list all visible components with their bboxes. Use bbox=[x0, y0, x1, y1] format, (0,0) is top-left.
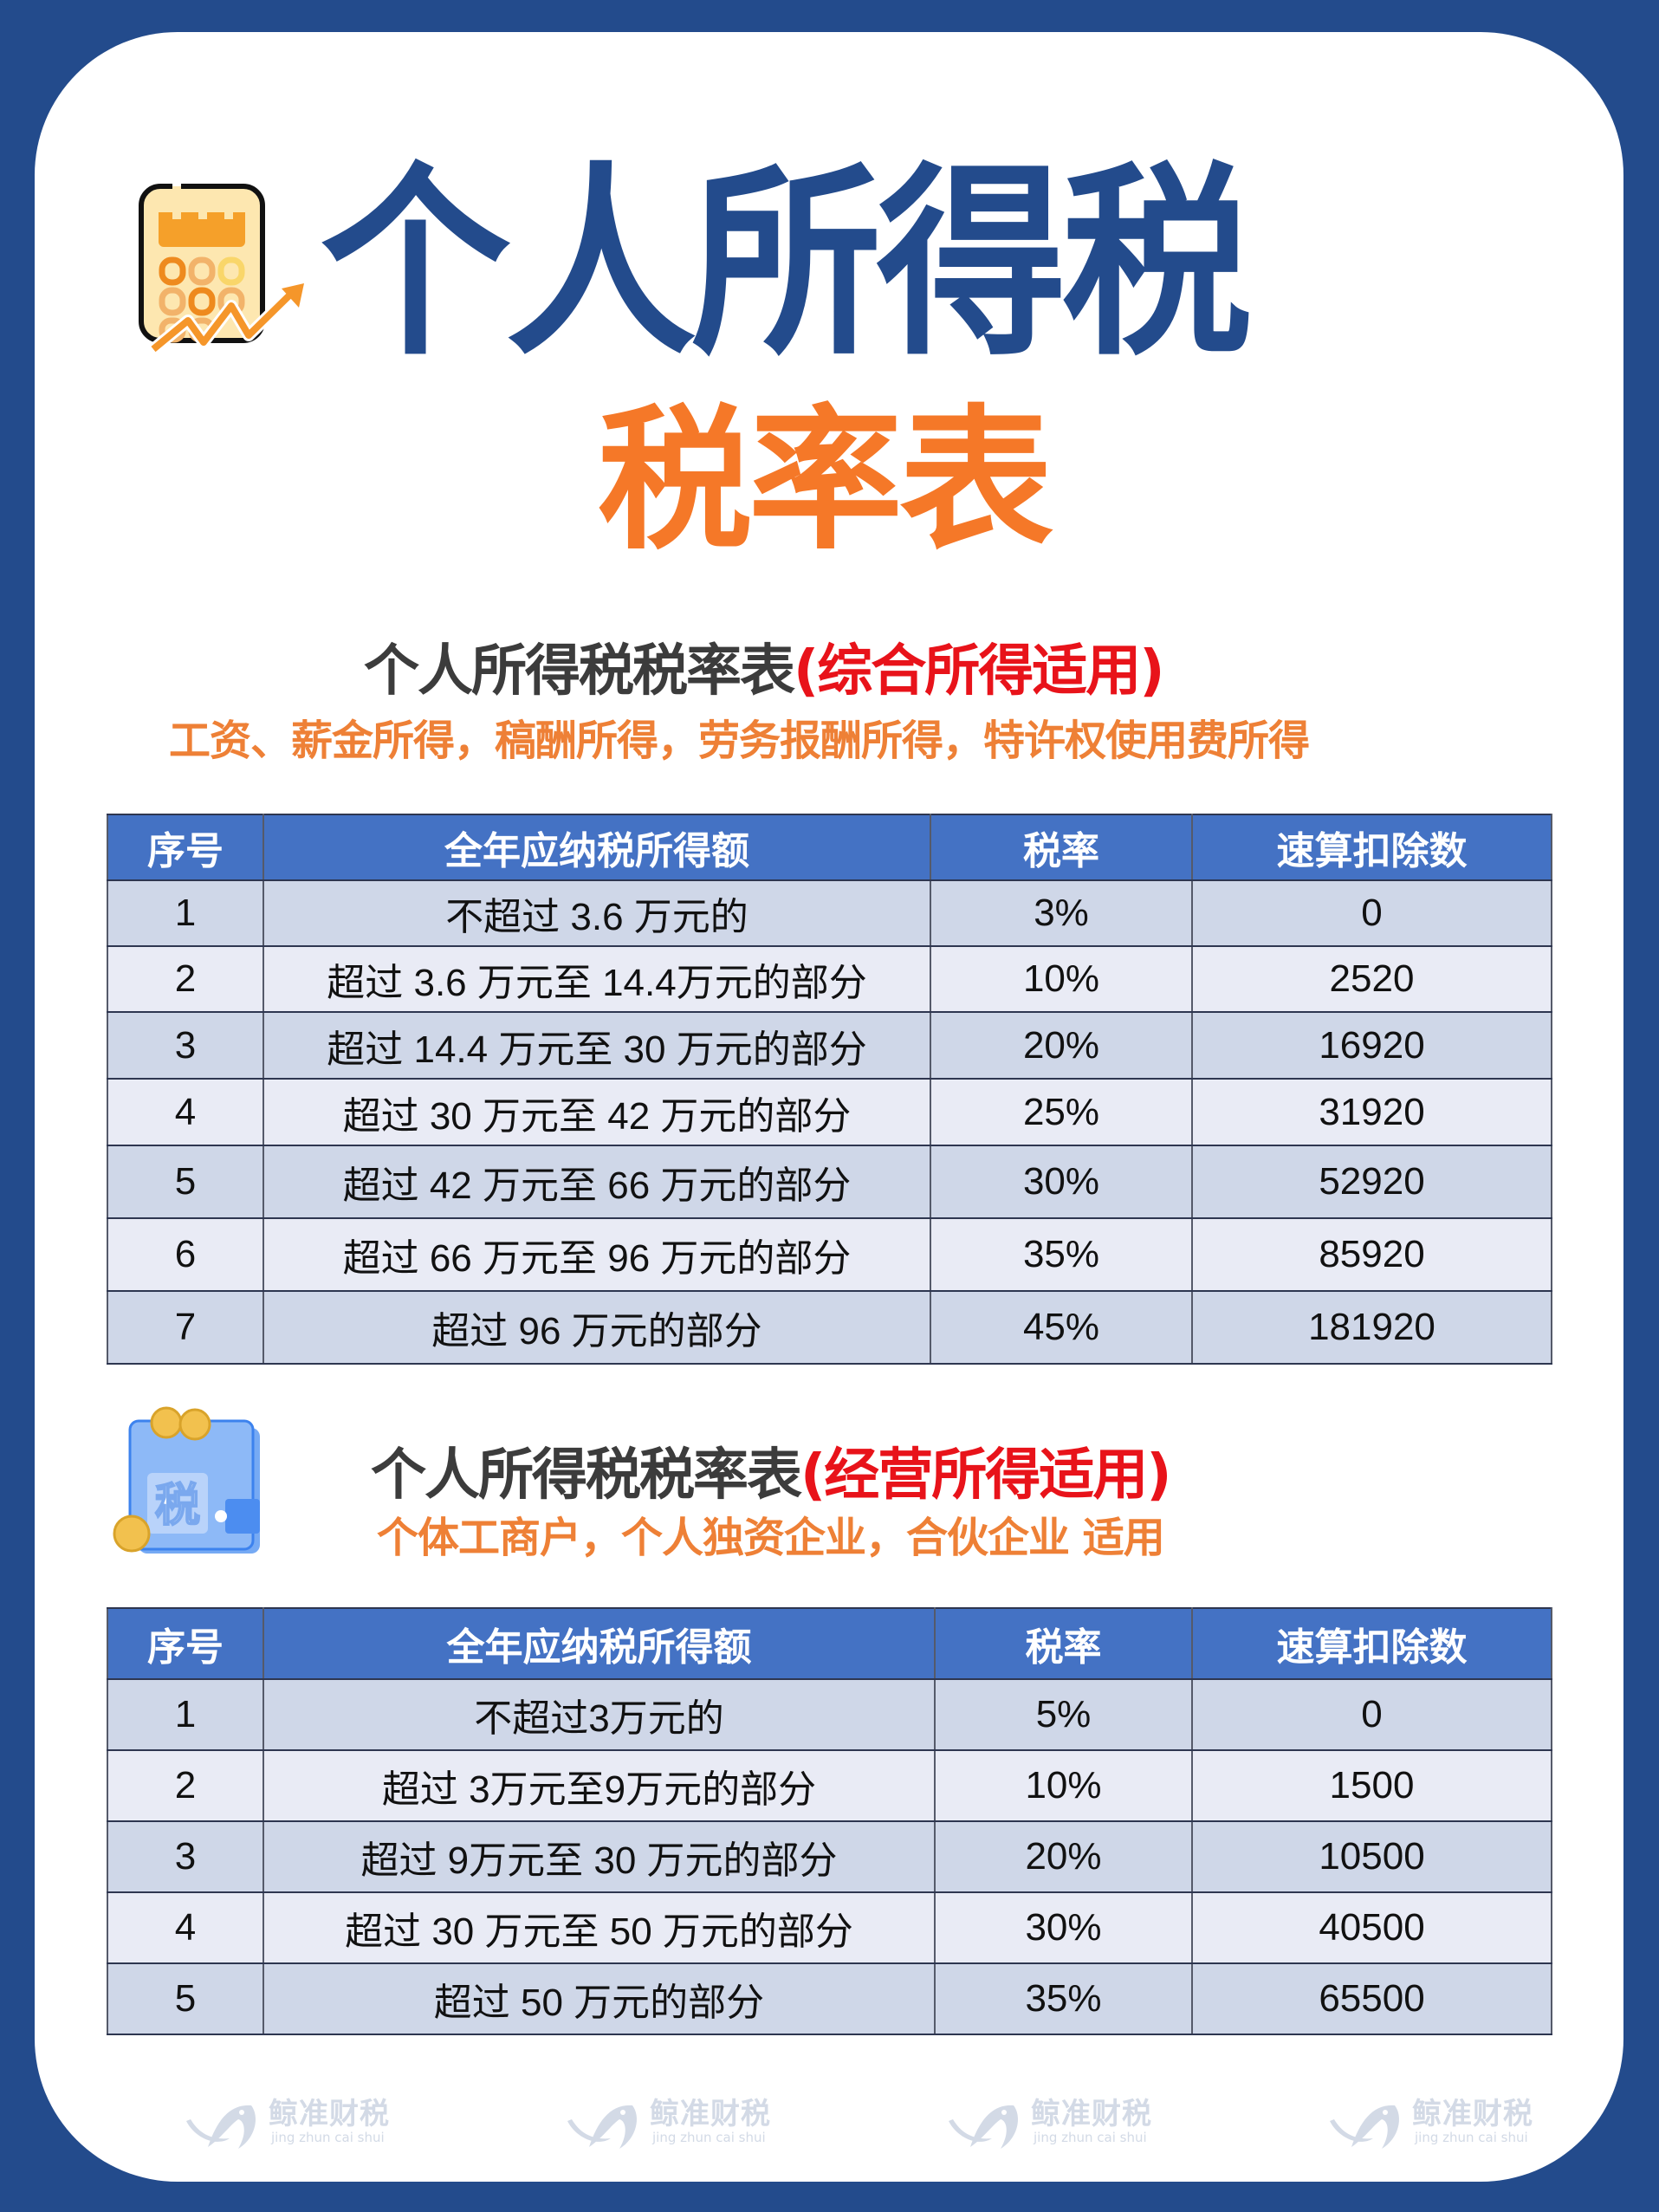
table-row: 7 超过 96 万元的部分 45% 181920 bbox=[107, 1290, 1552, 1365]
cell-income-range: 超过 30 万元至 42 万元的部分 bbox=[262, 1078, 931, 1146]
cell-index: 4 bbox=[107, 1078, 264, 1146]
table-row: 4 超过 30 万元至 50 万元的部分 30% 40500 bbox=[107, 1891, 1552, 1964]
cell-income-range: 超过 96 万元的部分 bbox=[262, 1290, 931, 1365]
section1-description: 工资、薪金所得，稿酬所得，劳务报酬所得，特许权使用费所得 bbox=[169, 717, 1310, 765]
cell-deduction: 181920 bbox=[1191, 1290, 1552, 1365]
cell-income-range: 超过 9万元至 30 万元的部分 bbox=[262, 1820, 936, 1893]
cell-index: 5 bbox=[107, 1962, 264, 2035]
cell-income-range: 超过 42 万元至 66 万元的部分 bbox=[262, 1145, 931, 1219]
tax-wallet-icon: 税 bbox=[113, 1404, 286, 1560]
table-header-row: 序号 全年应纳税所得额 税率 速算扣除数 bbox=[107, 814, 1552, 881]
cell-rate: 20% bbox=[930, 1011, 1193, 1080]
header-index: 序号 bbox=[107, 814, 264, 881]
business-income-rate-table: 序号 全年应纳税所得额 税率 速算扣除数 1 不超过3万元的 5% 0 2 超过… bbox=[107, 1607, 1552, 2035]
cell-income-range: 不超过3万元的 bbox=[262, 1678, 936, 1751]
cell-deduction: 0 bbox=[1191, 1678, 1552, 1751]
cell-index: 2 bbox=[107, 945, 264, 1013]
cell-index: 5 bbox=[107, 1145, 264, 1219]
whale-logo-icon bbox=[949, 2105, 1018, 2149]
cell-index: 3 bbox=[107, 1011, 264, 1080]
cell-rate: 30% bbox=[934, 1891, 1193, 1964]
header-rate: 税率 bbox=[930, 814, 1193, 881]
section1-heading-main: 个人所得税税率表 bbox=[364, 639, 795, 704]
cell-rate: 3% bbox=[930, 879, 1193, 947]
cell-deduction: 40500 bbox=[1191, 1891, 1552, 1964]
table-row: 6 超过 66 万元至 96 万元的部分 35% 85920 bbox=[107, 1217, 1552, 1292]
svg-text:税: 税 bbox=[155, 1480, 200, 1532]
cell-income-range: 超过 30 万元至 50 万元的部分 bbox=[262, 1891, 936, 1964]
cell-rate: 5% bbox=[934, 1678, 1193, 1751]
cell-rate: 10% bbox=[930, 945, 1193, 1013]
cell-income-range: 超过 66 万元至 96 万元的部分 bbox=[262, 1217, 931, 1292]
watermark-logo: 鲸准财税 jing zhun cai shui bbox=[1321, 2086, 1546, 2156]
cell-index: 2 bbox=[107, 1749, 264, 1822]
table-row: 4 超过 30 万元至 42 万元的部分 25% 31920 bbox=[107, 1078, 1552, 1146]
watermark-logo: 鲸准财税 jing zhun cai shui bbox=[178, 2086, 403, 2156]
cell-income-range: 超过 50 万元的部分 bbox=[262, 1962, 936, 2035]
cell-index: 1 bbox=[107, 1678, 264, 1751]
cell-deduction: 2520 bbox=[1191, 945, 1552, 1013]
table-row: 1 不超过3万元的 5% 0 bbox=[107, 1678, 1552, 1751]
header-deduction: 速算扣除数 bbox=[1191, 1607, 1552, 1680]
cell-deduction: 31920 bbox=[1191, 1078, 1552, 1146]
cell-deduction: 0 bbox=[1191, 879, 1552, 947]
table-row: 5 超过 42 万元至 66 万元的部分 30% 52920 bbox=[107, 1145, 1552, 1219]
section2-heading-main: 个人所得税税率表 bbox=[371, 1443, 802, 1508]
watermark-logo: 鲸准财税 jing zhun cai shui bbox=[559, 2086, 784, 2156]
header-deduction: 速算扣除数 bbox=[1191, 814, 1552, 881]
calculator-trend-icon bbox=[134, 178, 308, 360]
cell-index: 7 bbox=[107, 1290, 264, 1365]
table-row: 1 不超过 3.6 万元的 3% 0 bbox=[107, 879, 1552, 947]
cell-rate: 30% bbox=[930, 1145, 1193, 1219]
cell-rate: 20% bbox=[934, 1820, 1193, 1893]
cell-index: 4 bbox=[107, 1891, 264, 1964]
cell-rate: 35% bbox=[934, 1962, 1193, 2035]
section2-heading-tag: (经营所得适用) bbox=[800, 1443, 1171, 1508]
cell-deduction: 52920 bbox=[1191, 1145, 1552, 1219]
watermark-logo: 鲸准财税 jing zhun cai shui bbox=[940, 2086, 1165, 2156]
cell-income-range: 超过 3.6 万元至 14.4万元的部分 bbox=[262, 945, 931, 1013]
cell-deduction: 10500 bbox=[1191, 1820, 1552, 1893]
table-row: 3 超过 9万元至 30 万元的部分 20% 10500 bbox=[107, 1820, 1552, 1893]
cell-deduction: 85920 bbox=[1191, 1217, 1552, 1292]
cell-deduction: 65500 bbox=[1191, 1962, 1552, 2035]
section1-heading-tag: (综合所得适用) bbox=[794, 639, 1164, 704]
cell-rate: 10% bbox=[934, 1749, 1193, 1822]
section2-description: 个体工商户，个人独资企业，合伙企业 适用 bbox=[377, 1514, 1165, 1562]
header-index: 序号 bbox=[107, 1607, 264, 1680]
cell-deduction: 16920 bbox=[1191, 1011, 1552, 1080]
cell-income-range: 超过 14.4 万元至 30 万元的部分 bbox=[262, 1011, 931, 1080]
cell-deduction: 1500 bbox=[1191, 1749, 1552, 1822]
header-income-range: 全年应纳税所得额 bbox=[262, 1607, 936, 1680]
whale-logo-icon bbox=[567, 2105, 637, 2149]
page-subtitle: 税率表 bbox=[598, 391, 1053, 570]
table-row: 5 超过 50 万元的部分 35% 65500 bbox=[107, 1962, 1552, 2035]
table-header-row: 序号 全年应纳税所得额 税率 速算扣除数 bbox=[107, 1607, 1552, 1680]
cell-index: 1 bbox=[107, 879, 264, 947]
section1-heading: 个人所得税税率表(综合所得适用) bbox=[364, 637, 1164, 706]
cell-rate: 35% bbox=[930, 1217, 1193, 1292]
cell-index: 6 bbox=[107, 1217, 264, 1292]
header-income-range: 全年应纳税所得额 bbox=[262, 814, 931, 881]
cell-income-range: 不超过 3.6 万元的 bbox=[262, 879, 931, 947]
table-row: 3 超过 14.4 万元至 30 万元的部分 20% 16920 bbox=[107, 1011, 1552, 1080]
cell-rate: 45% bbox=[930, 1290, 1193, 1365]
whale-logo-icon bbox=[186, 2105, 256, 2149]
whale-logo-icon bbox=[1330, 2105, 1399, 2149]
cell-index: 3 bbox=[107, 1820, 264, 1893]
table-row: 2 超过 3万元至9万元的部分 10% 1500 bbox=[107, 1749, 1552, 1822]
section2-heading: 个人所得税税率表(经营所得适用) bbox=[371, 1441, 1171, 1510]
cell-income-range: 超过 3万元至9万元的部分 bbox=[262, 1749, 936, 1822]
table-row: 2 超过 3.6 万元至 14.4万元的部分 10% 2520 bbox=[107, 945, 1552, 1013]
header-rate: 税率 bbox=[934, 1607, 1193, 1680]
comprehensive-income-rate-table: 序号 全年应纳税所得额 税率 速算扣除数 1 不超过 3.6 万元的 3% 0 … bbox=[107, 814, 1552, 1365]
cell-rate: 25% bbox=[930, 1078, 1193, 1146]
page-title: 个人所得税 bbox=[321, 145, 1252, 383]
